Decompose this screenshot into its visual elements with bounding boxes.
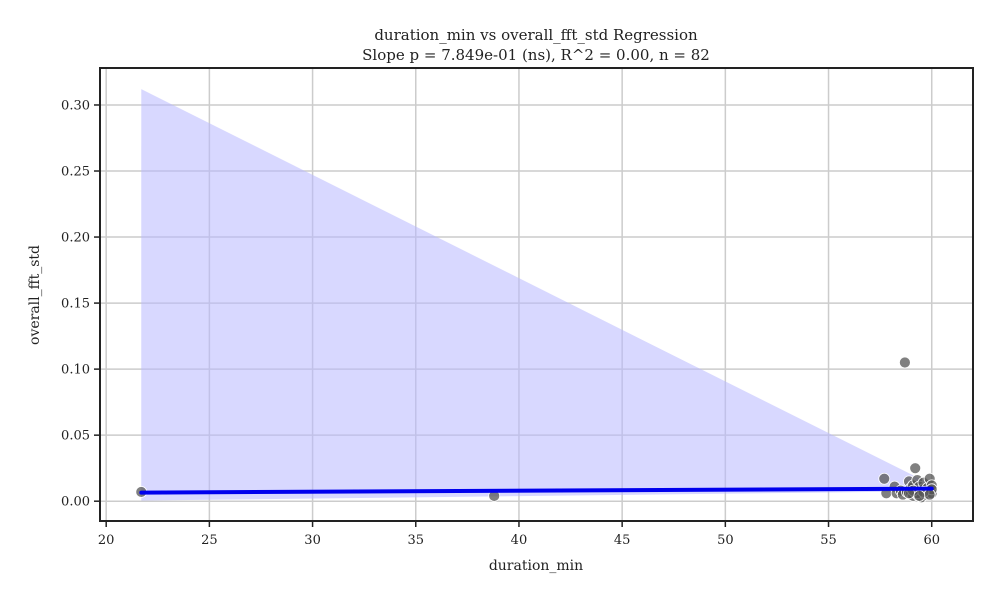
y-tick-label: 0.05 — [61, 429, 90, 444]
regression-line-layer — [139, 486, 934, 495]
confidence-band — [141, 89, 932, 501]
confidence-band-layer — [141, 89, 932, 501]
x-tick-label: 35 — [407, 533, 424, 548]
x-tick-label: 40 — [511, 533, 528, 548]
y-tick-label: 0.20 — [61, 231, 90, 246]
y-axis-label: overall_fft_std — [27, 245, 43, 345]
x-tick-label: 20 — [98, 533, 115, 548]
y-tick-label: 0.15 — [61, 297, 90, 312]
x-tick-label: 50 — [717, 533, 734, 548]
data-point — [878, 472, 891, 485]
y-tick-label: 0.30 — [61, 98, 90, 113]
x-tick-label: 30 — [304, 533, 321, 548]
x-tick-label: 45 — [614, 533, 631, 548]
x-tick-label: 60 — [923, 533, 940, 548]
chart-subtitle: Slope p = 7.849e-01 (ns), R^2 = 0.00, n … — [362, 46, 710, 64]
y-tick-label: 0.00 — [61, 495, 90, 510]
chart-title: duration_min vs overall_fft_std Regressi… — [374, 26, 698, 44]
regression-line — [139, 486, 934, 495]
y-tick-label: 0.25 — [61, 165, 90, 180]
data-point — [898, 356, 911, 369]
y-axis-ticks: 0.00 0.05 0.10 0.15 0.20 0.25 0.30 — [61, 98, 100, 510]
data-point — [909, 462, 922, 475]
x-tick-label: 55 — [820, 533, 837, 548]
y-tick-label: 0.10 — [61, 363, 90, 378]
plot-frame — [99, 67, 974, 522]
x-axis-label: duration_min — [489, 558, 583, 574]
x-tick-label: 25 — [201, 533, 218, 548]
x-axis-ticks: 20 25 30 35 40 45 50 55 60 — [98, 521, 940, 548]
data-point — [913, 490, 926, 502]
data-point — [923, 488, 936, 501]
